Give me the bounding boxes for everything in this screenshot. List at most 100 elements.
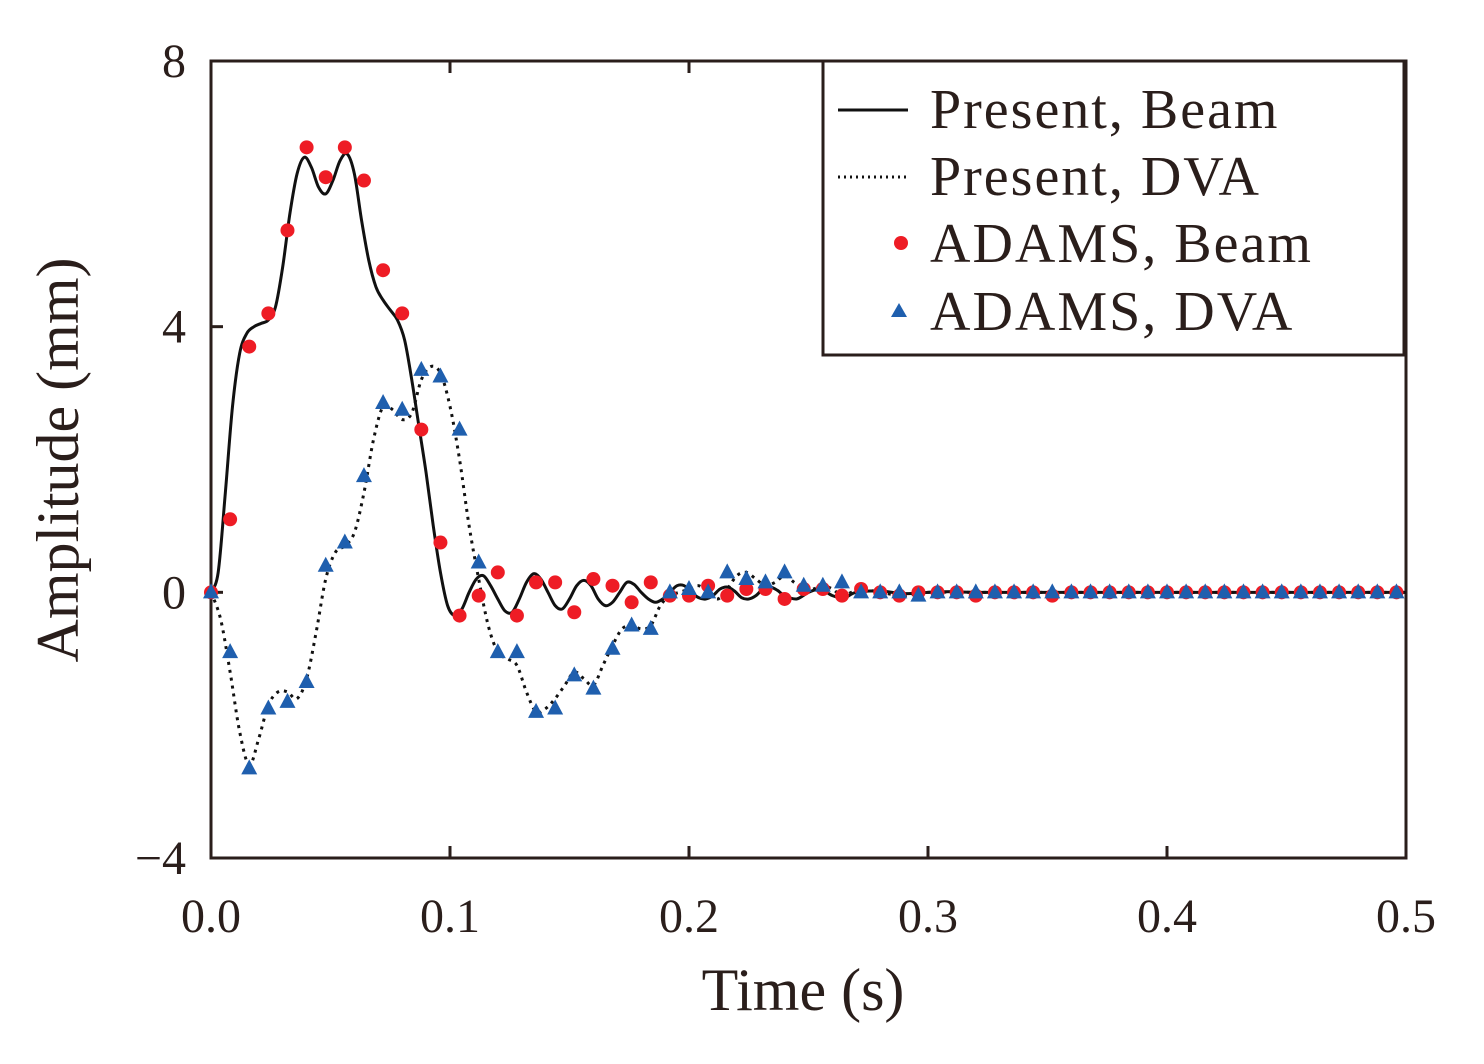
x-tick-label: 0.3 (898, 890, 958, 943)
x-tick-label: 0.4 (1137, 890, 1197, 943)
point-adams-dva (1331, 583, 1348, 599)
point-adams-dva (1044, 583, 1061, 599)
point-adams-dva (375, 394, 392, 410)
point-adams-dva (451, 420, 468, 436)
y-tick-label: 0 (162, 566, 186, 619)
point-adams-beam (433, 535, 448, 550)
point-adams-beam (586, 572, 601, 587)
y-tick-label: −4 (135, 832, 186, 885)
point-adams-dva (317, 556, 334, 572)
point-adams-dva (203, 583, 219, 599)
point-adams-dva (528, 702, 545, 718)
legend-box (821, 59, 1406, 357)
point-adams-dva (489, 643, 506, 659)
point-adams-beam (605, 578, 620, 593)
point-adams-beam (548, 575, 563, 590)
plot-frame (209, 59, 1408, 860)
x-tick-label: 0.0 (181, 890, 241, 943)
point-adams-dva (1159, 583, 1175, 599)
point-adams-beam (567, 605, 582, 620)
series-line-present-dva (211, 364, 1406, 767)
point-adams-dva (241, 759, 258, 775)
point-adams-dva (1350, 583, 1367, 599)
legend-label-adams-dva: ADAMS, DVA (930, 281, 1294, 343)
point-adams-dva (1216, 583, 1233, 599)
point-adams-beam (490, 565, 505, 580)
point-adams-dva (1369, 583, 1386, 599)
point-adams-dva (355, 467, 372, 483)
point-adams-beam (452, 608, 467, 623)
x-tick-label: 0.2 (659, 890, 719, 943)
legend-label-present-beam: Present, Beam (930, 79, 1279, 141)
point-adams-dva (1139, 583, 1156, 599)
point-adams-dva (260, 699, 277, 715)
point-adams-dva (814, 576, 831, 592)
legend: Present, Beam Present, DVA ADAMS, Beam A… (821, 59, 1406, 357)
point-adams-dva (967, 583, 984, 599)
point-adams-dva (1311, 583, 1328, 599)
point-adams-dva (853, 583, 870, 599)
point-adams-dva (298, 673, 315, 688)
point-adams-beam (299, 140, 314, 155)
point-adams-dva (910, 586, 927, 602)
point-adams-beam (223, 512, 238, 527)
point-adams-dva (470, 553, 487, 569)
point-adams-beam (643, 575, 658, 590)
point-adams-beam (337, 140, 352, 155)
point-adams-dva (1273, 583, 1290, 599)
point-adams-dva (222, 643, 239, 659)
point-adams-beam (624, 595, 639, 610)
point-adams-dva (1254, 583, 1271, 599)
point-adams-beam (261, 306, 276, 321)
marker-layer (203, 140, 1405, 775)
point-adams-dva (1006, 583, 1023, 599)
point-adams-beam (376, 263, 391, 278)
point-adams-dva (1082, 583, 1099, 599)
point-adams-dva (1197, 583, 1214, 599)
point-adams-dva (604, 639, 621, 655)
legend-label-present-dva: Present, DVA (930, 146, 1261, 208)
point-adams-dva (661, 583, 678, 599)
point-adams-dva (1292, 583, 1309, 599)
point-adams-dva (681, 580, 697, 596)
point-adams-dva (279, 692, 296, 708)
point-adams-beam (395, 306, 410, 321)
point-adams-beam (834, 588, 849, 603)
point-adams-dva (929, 583, 946, 599)
point-adams-dva (566, 666, 583, 682)
point-adams-dva (1235, 583, 1252, 599)
point-adams-dva (891, 583, 908, 599)
point-adams-beam (242, 339, 257, 354)
point-adams-beam (414, 422, 429, 437)
legend-swatch-adams-dva (891, 303, 907, 317)
point-adams-dva (700, 583, 717, 599)
point-adams-dva (585, 679, 602, 695)
point-adams-dva (872, 583, 889, 599)
y-axis-title: Amplitude (mm) (25, 258, 91, 663)
point-adams-dva (1063, 583, 1080, 599)
point-adams-beam (720, 588, 735, 603)
point-adams-beam (529, 575, 544, 590)
point-adams-beam (777, 591, 792, 606)
point-adams-dva (986, 583, 1003, 599)
x-tick-label: 0.1 (420, 890, 480, 943)
point-adams-dva (1120, 583, 1137, 599)
point-adams-dva (642, 619, 659, 635)
point-adams-dva (738, 570, 755, 586)
legend-swatch-adams-beam (894, 236, 908, 250)
point-adams-dva (1388, 583, 1405, 599)
point-adams-dva (833, 573, 850, 589)
point-adams-dva (948, 583, 965, 599)
point-adams-beam (280, 223, 295, 238)
point-adams-dva (1025, 583, 1042, 599)
point-adams-dva (1178, 583, 1195, 599)
point-adams-dva (623, 616, 640, 632)
point-adams-dva (776, 563, 793, 579)
y-tick-label: 4 (162, 301, 186, 354)
y-tick-label: 8 (162, 35, 186, 88)
point-adams-dva (508, 643, 525, 659)
point-adams-beam (471, 588, 486, 603)
point-adams-beam (509, 608, 524, 623)
series-line-present-beam (211, 151, 1406, 618)
